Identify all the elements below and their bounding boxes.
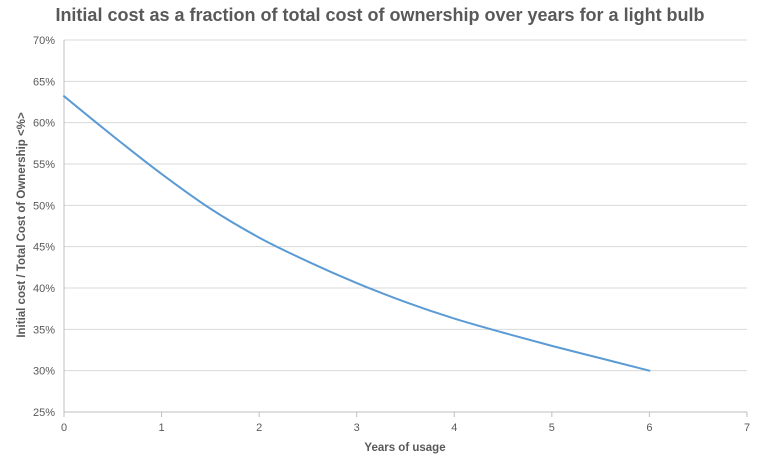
x-tick-label: 4: [451, 422, 457, 434]
y-tick-label: 70%: [33, 35, 55, 47]
y-tick-label: 25%: [33, 407, 55, 419]
x-tick-label: 7: [744, 422, 750, 434]
series-layer: [63, 95, 651, 372]
y-tick-label: 60%: [33, 118, 55, 130]
series-line: [63, 95, 651, 372]
y-tick-label: 40%: [33, 283, 55, 295]
x-tick-label: 5: [549, 422, 555, 434]
chart-title: Initial cost as a fraction of total cost…: [55, 5, 704, 25]
axes: 25% 30% 35% 40% 45% 50% 55% 60% 65% 70% 0 1 2 3 4 5 6 7: [33, 35, 750, 434]
y-tick-label: 30%: [33, 366, 55, 378]
gridlines: [64, 39, 747, 372]
y-tick-label: 55%: [33, 159, 55, 171]
y-tick-label: 35%: [33, 324, 55, 336]
x-tick-label: 6: [646, 422, 652, 434]
y-axis-title: Initial cost / Total Cost of Ownership <…: [16, 112, 28, 338]
x-tick-label: 0: [61, 422, 67, 434]
y-tick-label: 45%: [33, 242, 55, 254]
y-tick-label: 65%: [33, 76, 55, 88]
x-axis-title: Years of usage: [364, 442, 445, 454]
y-tick-label: 50%: [33, 200, 55, 212]
x-tick-label: 3: [354, 422, 360, 434]
x-tick-label: 1: [159, 422, 165, 434]
x-tick-label: 2: [256, 422, 262, 434]
